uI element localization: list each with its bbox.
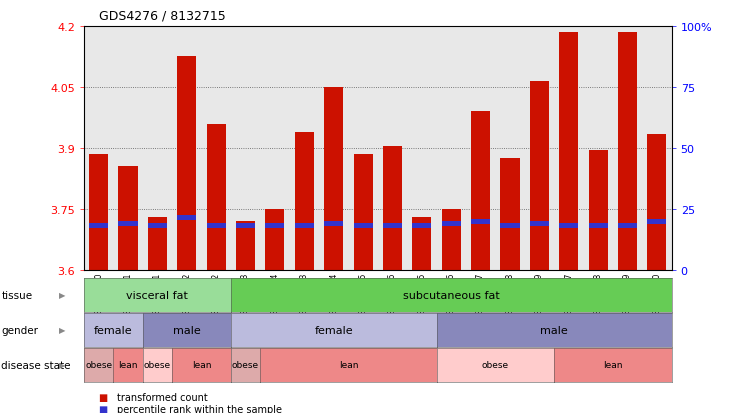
Bar — [383, 223, 402, 228]
Text: visceral fat: visceral fat — [126, 290, 188, 300]
Bar — [648, 219, 666, 224]
Bar — [618, 33, 637, 271]
Bar — [89, 223, 108, 228]
Text: lean: lean — [192, 361, 211, 370]
Text: ▶: ▶ — [59, 361, 65, 370]
Bar — [530, 221, 549, 226]
Bar — [353, 223, 372, 228]
Bar — [353, 155, 372, 271]
Bar — [501, 223, 520, 228]
Bar — [412, 223, 431, 228]
Text: obese: obese — [85, 361, 112, 370]
Bar — [295, 223, 314, 228]
Bar — [471, 112, 490, 271]
Bar — [266, 223, 285, 228]
Bar — [148, 223, 167, 228]
Bar — [559, 223, 578, 228]
Text: lean: lean — [339, 361, 358, 370]
Text: obese: obese — [144, 361, 171, 370]
Bar — [89, 155, 108, 271]
Bar — [236, 223, 255, 228]
Text: percentile rank within the sample: percentile rank within the sample — [117, 404, 282, 413]
Bar — [559, 33, 578, 271]
Text: subcutaneous fat: subcutaneous fat — [403, 290, 499, 300]
Text: female: female — [315, 325, 353, 335]
Bar — [618, 223, 637, 228]
Text: ■: ■ — [99, 404, 108, 413]
Bar — [207, 223, 226, 228]
Text: obese: obese — [232, 361, 259, 370]
Bar — [471, 219, 490, 224]
Text: female: female — [94, 325, 133, 335]
Text: ■: ■ — [99, 392, 108, 402]
Text: male: male — [540, 325, 568, 335]
Bar — [295, 133, 314, 271]
Bar — [177, 215, 196, 221]
Text: transformed count: transformed count — [117, 392, 207, 402]
Bar — [383, 147, 402, 271]
Bar — [324, 221, 343, 226]
Bar — [266, 210, 285, 271]
Bar — [412, 218, 431, 271]
Text: gender: gender — [1, 325, 39, 335]
Bar — [118, 221, 137, 226]
Text: ▶: ▶ — [59, 325, 65, 335]
Bar — [177, 57, 196, 271]
Bar — [236, 222, 255, 271]
Bar — [148, 218, 167, 271]
Text: obese: obese — [482, 361, 509, 370]
Bar — [118, 167, 137, 271]
Text: tissue: tissue — [1, 290, 33, 300]
Bar — [207, 124, 226, 271]
Bar — [648, 135, 666, 271]
Text: male: male — [173, 325, 201, 335]
Bar — [442, 210, 461, 271]
Text: disease state: disease state — [1, 360, 71, 370]
Bar — [442, 221, 461, 226]
Bar — [324, 88, 343, 271]
Bar — [501, 159, 520, 271]
Bar — [588, 223, 607, 228]
Text: ▶: ▶ — [59, 290, 65, 299]
Text: lean: lean — [118, 361, 138, 370]
Text: lean: lean — [603, 361, 623, 370]
Bar — [588, 151, 607, 271]
Text: GDS4276 / 8132715: GDS4276 / 8132715 — [99, 10, 226, 23]
Bar — [530, 82, 549, 271]
